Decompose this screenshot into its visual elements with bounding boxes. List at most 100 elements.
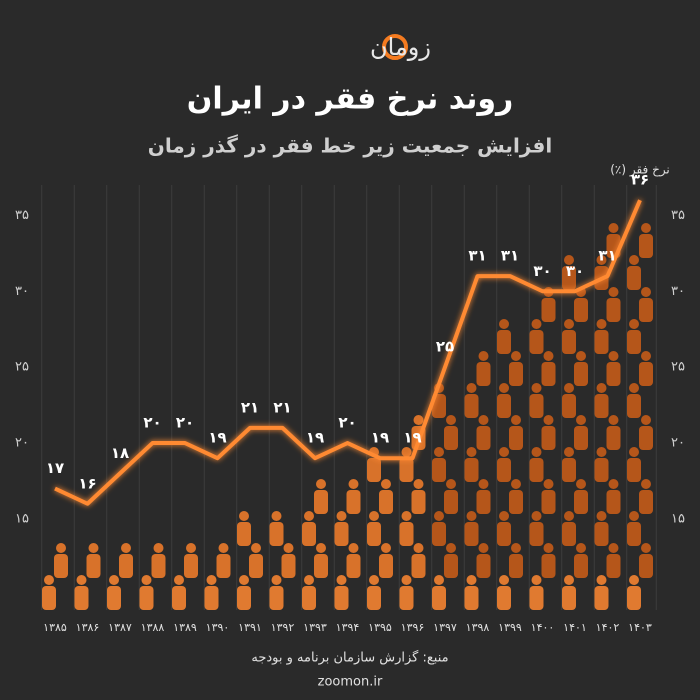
person-icon — [476, 426, 491, 450]
person-icon — [141, 575, 152, 585]
person-icon — [399, 458, 414, 482]
logo-icon — [382, 34, 408, 60]
person-icon — [562, 266, 576, 290]
person-icon — [476, 490, 491, 514]
y-tick-label-right: ۲۵ — [671, 360, 685, 375]
person-icon — [541, 298, 556, 322]
person-icon — [627, 394, 641, 418]
person-icon — [543, 351, 554, 361]
person-icon — [497, 458, 511, 482]
chart-subtitle: افزایش جمعیت زیر خط فقر در گذر زمان — [148, 134, 552, 158]
person-icon — [564, 511, 574, 521]
person-icon — [281, 554, 296, 578]
person-icon — [204, 586, 219, 610]
person-icon — [432, 522, 446, 546]
person-icon — [562, 458, 576, 482]
person-icon — [369, 511, 379, 521]
person-icon — [174, 575, 184, 585]
person-icon — [641, 543, 651, 553]
brand: زومان — [370, 33, 431, 61]
person-icon — [432, 586, 446, 610]
person-icon — [639, 426, 653, 450]
person-icon — [497, 586, 511, 610]
person-icon — [413, 479, 424, 489]
y-tick-label: ۳۵ — [15, 208, 29, 223]
person-icon — [119, 554, 133, 578]
person-icon — [529, 458, 544, 482]
person-icon — [596, 383, 607, 393]
person-icon — [543, 415, 554, 425]
person-icon — [107, 586, 121, 610]
website: zoomon.ir — [318, 675, 383, 690]
person-icon — [541, 490, 556, 514]
person-icon — [576, 479, 586, 489]
person-icon — [509, 362, 523, 386]
person-icon — [564, 255, 574, 265]
person-icon — [172, 586, 186, 610]
x-tick-label: ۱۳۸۶ — [76, 621, 100, 634]
person-icon — [531, 447, 542, 457]
x-tick-label: ۱۳۹۰ — [206, 621, 230, 634]
person-icon — [562, 394, 576, 418]
person-icon — [497, 330, 511, 354]
person-icon — [541, 426, 556, 450]
person-icon — [466, 383, 477, 393]
person-icon — [218, 543, 229, 553]
data-label: ۲۱ — [273, 398, 291, 416]
x-tick-label: ۱۳۸۵ — [43, 621, 67, 634]
person-icon — [381, 543, 391, 553]
person-icon — [466, 575, 477, 585]
person-icon — [478, 479, 489, 489]
person-icon — [499, 319, 509, 329]
x-tick-label: ۱۳۹۴ — [336, 621, 360, 634]
data-label: ۳۱ — [598, 247, 616, 265]
person-icon — [594, 394, 609, 418]
person-icon — [271, 511, 282, 521]
person-icon — [606, 554, 621, 578]
person-icon — [511, 479, 521, 489]
person-icon — [543, 479, 554, 489]
person-icon — [574, 426, 588, 450]
person-icon — [464, 522, 479, 546]
person-icon — [466, 511, 477, 521]
person-icon — [444, 426, 458, 450]
person-icon — [314, 490, 328, 514]
person-icon — [367, 586, 381, 610]
person-icon — [367, 458, 381, 482]
person-icon — [251, 543, 261, 553]
person-icon — [629, 255, 639, 265]
person-icon — [564, 383, 574, 393]
person-icon — [239, 575, 249, 585]
person-icon — [434, 511, 444, 521]
person-icon — [153, 543, 164, 553]
person-icon — [641, 479, 651, 489]
person-icon — [444, 490, 458, 514]
person-icon — [446, 415, 456, 425]
person-icon — [608, 415, 619, 425]
person-icon — [641, 415, 651, 425]
person-icon — [596, 447, 607, 457]
person-icon — [574, 490, 588, 514]
person-icon — [627, 586, 641, 610]
person-icon — [564, 575, 574, 585]
y-tick-label-right: ۲۰ — [671, 436, 685, 451]
person-icon — [594, 330, 609, 354]
person-icon — [509, 426, 523, 450]
person-icon — [606, 298, 621, 322]
data-label: ۲۵ — [436, 338, 454, 356]
person-icon — [499, 511, 509, 521]
person-icon — [302, 522, 316, 546]
person-icon — [594, 522, 609, 546]
person-icon — [334, 522, 349, 546]
person-icon — [627, 458, 641, 482]
person-icon — [367, 522, 381, 546]
person-icon — [641, 223, 651, 233]
person-icon — [464, 394, 479, 418]
person-icon — [639, 234, 653, 258]
person-icon — [56, 543, 66, 553]
person-icon — [529, 586, 544, 610]
person-icon — [444, 554, 458, 578]
person-icon — [562, 330, 576, 354]
x-tick-label: ۱۳۹۷ — [433, 621, 457, 634]
person-icon — [541, 362, 556, 386]
